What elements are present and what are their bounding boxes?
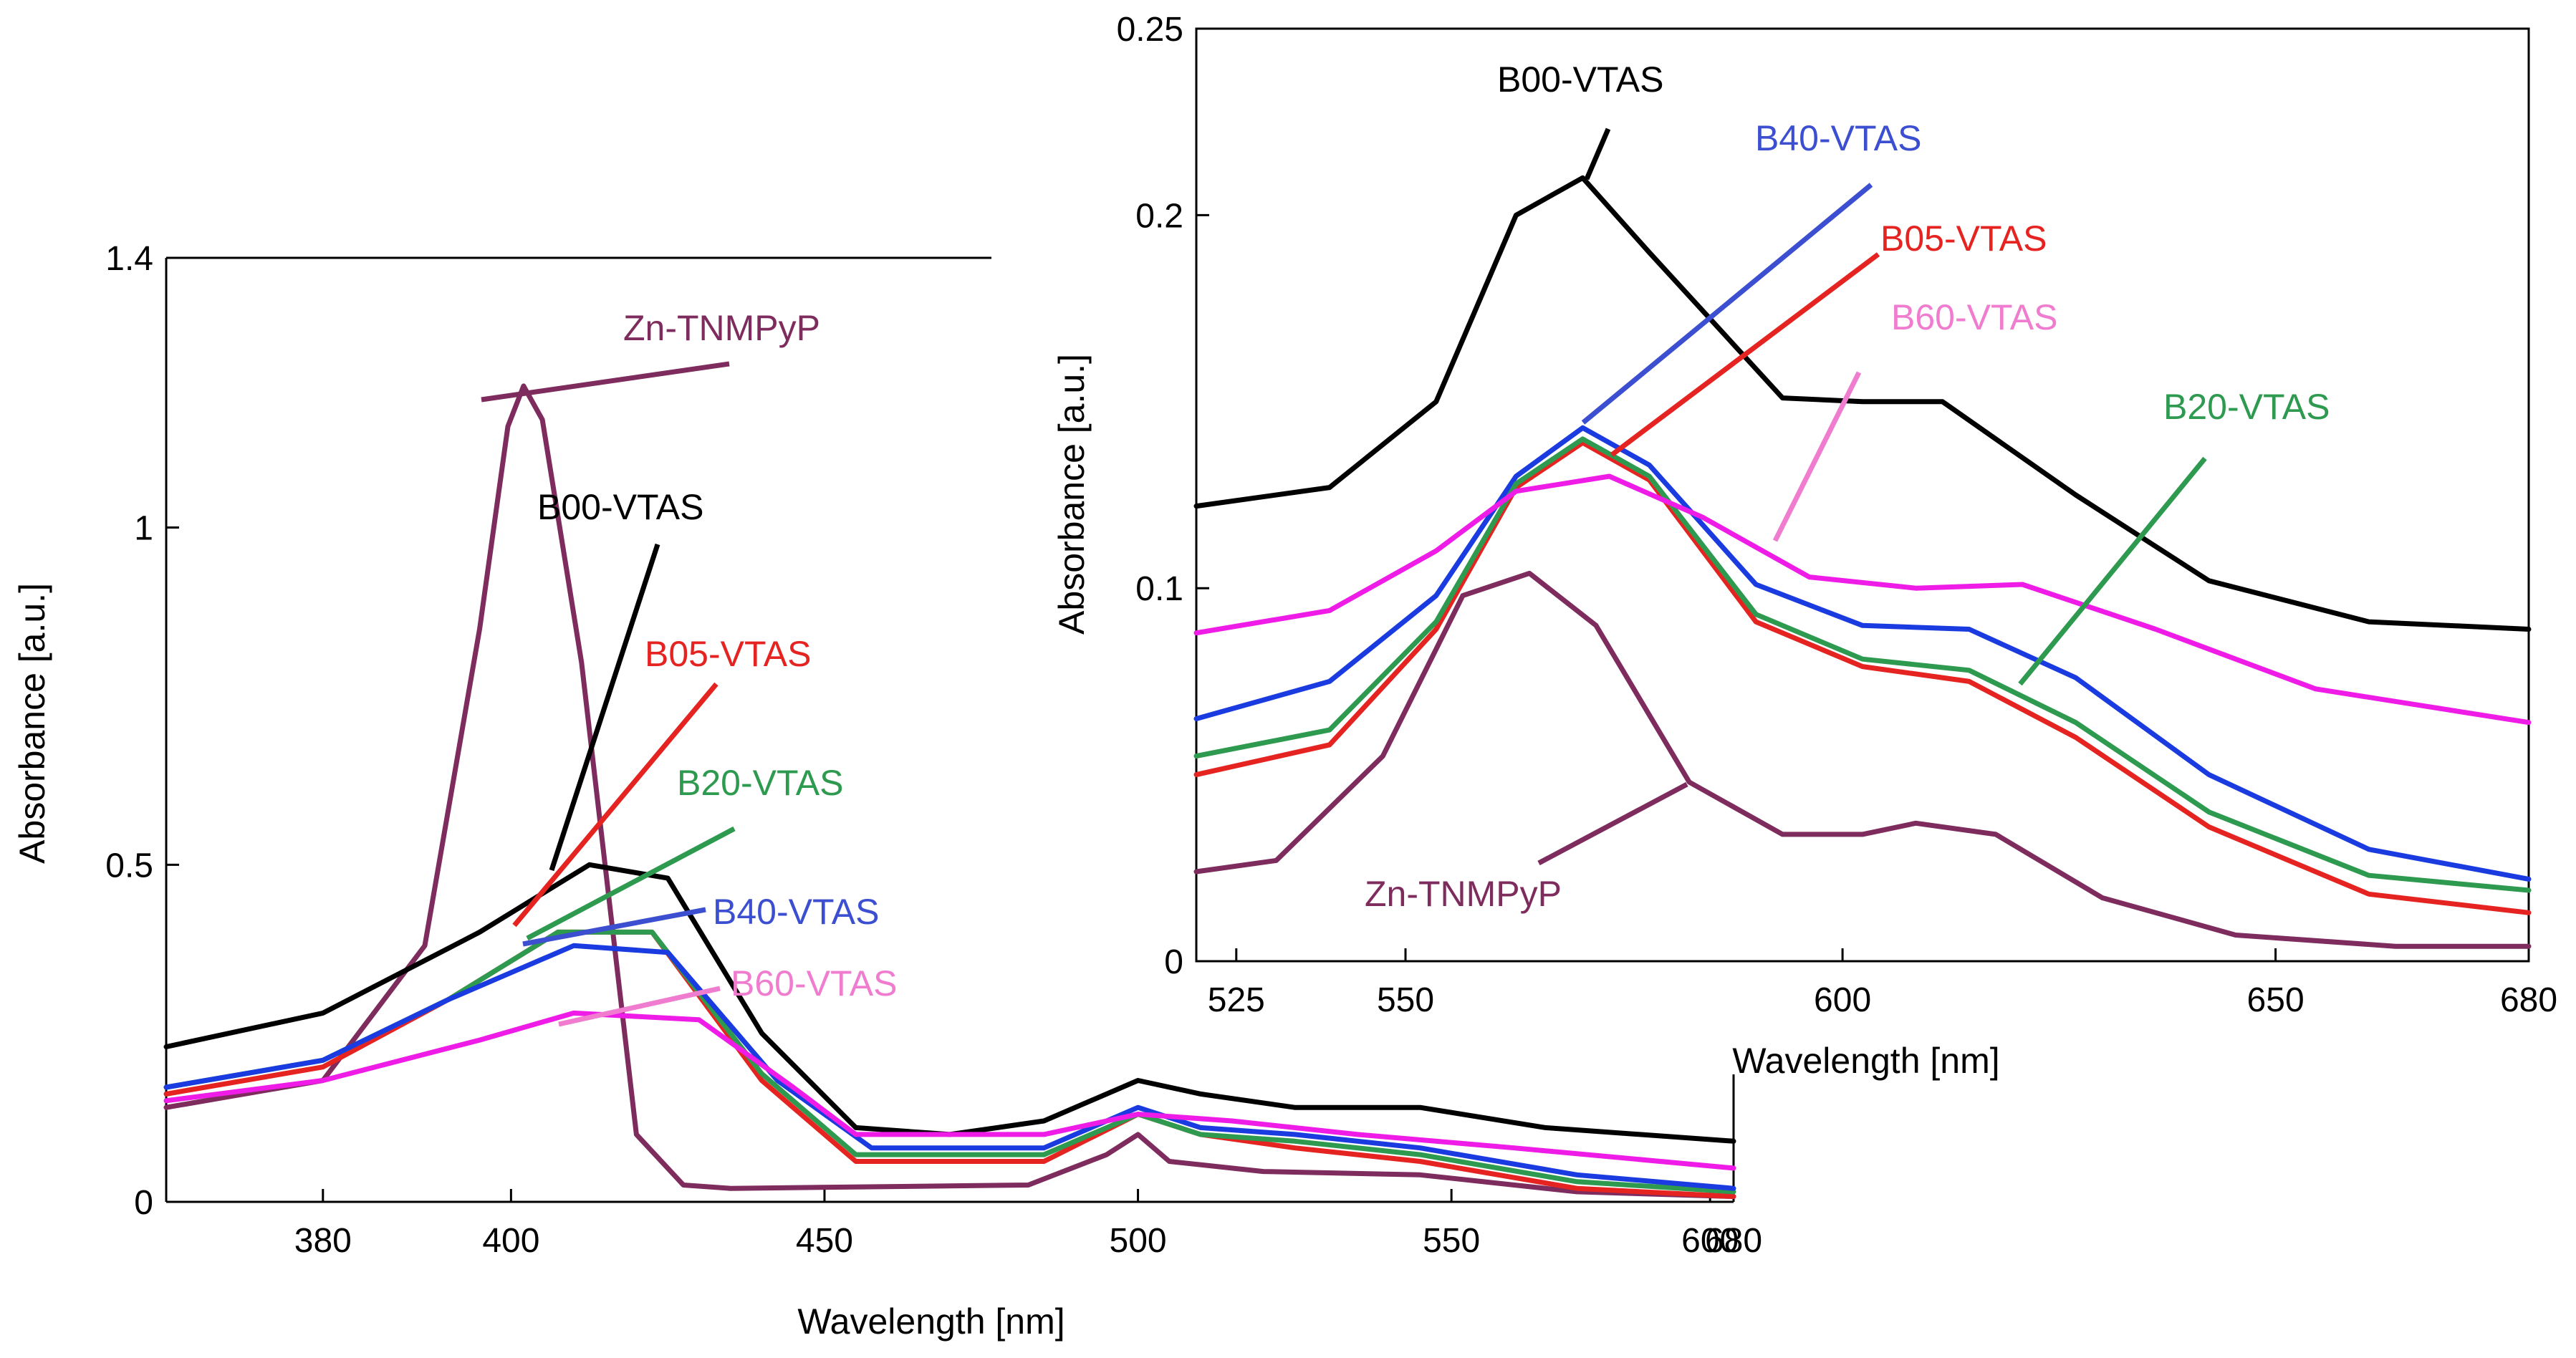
- inset-series-b00-vtas: [1193, 175, 2532, 632]
- main-y-tick-label: 0.5: [105, 847, 153, 885]
- main-callout-zn-tnmpyp: Zn-TNMPyP: [623, 308, 820, 348]
- main-series-b20-vtas: [163, 929, 1736, 1195]
- main-callout-line-b00-vtas: [549, 543, 660, 872]
- inset-series-b05-vtas: [1193, 440, 2532, 915]
- main-callout-b60-vtas: B60-VTAS: [731, 963, 898, 1003]
- inset-series-zn-tnmpyp: [1193, 570, 2532, 949]
- main-series-zn-tnmpyp: [163, 383, 1736, 1199]
- main-x-tick-label: 400: [482, 1222, 539, 1260]
- inset-x-tick-label: 600: [1814, 981, 1871, 1019]
- inset-absorbance-chart: 0 0.1 0.2 0.25 525 550 600 650 680 Wavelength [nm…: [1052, 11, 2557, 1081]
- main-series-b40-vtas: [163, 943, 1736, 1191]
- main-callout-b00-vtas: B00-VTAS: [537, 487, 704, 527]
- inset-x-tick-label: 550: [1377, 981, 1434, 1019]
- inset-callout-b20-vtas: B20-VTAS: [2163, 387, 2330, 427]
- inset-callout-b40-vtas: B40-VTAS: [1755, 118, 1922, 158]
- inset-x-tick-label: 680: [2500, 981, 2557, 1019]
- inset-callout-line-b05-vtas: [1610, 252, 1880, 457]
- inset-y-tick-label: 0: [1164, 943, 1183, 981]
- main-x-tick-label: 680: [1705, 1222, 1762, 1260]
- inset-y-tick-label: 0.2: [1135, 197, 1183, 235]
- inset-y-tick-label: 0.25: [1117, 11, 1183, 49]
- main-callout-b05-vtas: B05-VTAS: [645, 634, 812, 674]
- main-callout-b20-vtas: B20-VTAS: [677, 763, 844, 803]
- main-y-tick-label: 0: [134, 1184, 153, 1222]
- inset-callout-b00-vtas: B00-VTAS: [1497, 59, 1664, 100]
- main-x-axis-label: Wavelength [nm]: [797, 1301, 1064, 1342]
- main-x-tick-label: 600: [1681, 1222, 1739, 1260]
- inset-callout-line-b00-vtas: [1584, 127, 1611, 180]
- inset-callout-b05-vtas: B05-VTAS: [1880, 218, 2047, 259]
- main-y-tick-label: 1: [134, 510, 153, 548]
- main-x-tick-label: 450: [796, 1222, 853, 1260]
- main-x-tick-label: 500: [1110, 1222, 1167, 1260]
- inset-series-b60-vtas: [1193, 473, 2532, 726]
- inset-x-tick-label: 650: [2247, 981, 2305, 1019]
- inset-callout-line-b40-vtas: [1581, 183, 1873, 425]
- inset-callout-zn-tnmpyp: Zn-TNMPyP: [1365, 874, 1562, 914]
- main-series-b60-vtas: [163, 1010, 1736, 1171]
- main-callout-line-b60-vtas: [558, 986, 721, 1027]
- main-callout-b40-vtas: B40-VTAS: [713, 892, 880, 932]
- inset-x-axis-label: Wavelength [nm]: [1732, 1041, 1999, 1081]
- main-y-axis-label: Absorbance [a.u.]: [12, 583, 52, 864]
- inset-callout-b60-vtas: B60-VTAS: [1891, 297, 2058, 337]
- main-callout-line-zn-tnmpyp: [481, 361, 730, 403]
- inset-callout-line-zn-tnmpyp: [1537, 781, 1688, 866]
- main-y-tick-label: 1.4: [105, 240, 153, 278]
- inset-callout-line-b60-vtas: [1772, 371, 1862, 542]
- inset-plot-frame: [1195, 27, 2530, 963]
- inset-callout-line-b20-vtas: [2018, 456, 2207, 686]
- main-callout-line-b05-vtas: [512, 682, 719, 928]
- main-callout-line-b40-vtas: [522, 907, 706, 947]
- inset-series-b40-vtas: [1193, 425, 2532, 882]
- inset-y-tick-label: 0.1: [1135, 570, 1183, 608]
- inset-x-tick-label: 525: [1208, 981, 1265, 1019]
- inset-y-axis-label: Absorbance [a.u.]: [1052, 354, 1092, 635]
- inset-series-b20-vtas: [1193, 436, 2532, 893]
- main-x-tick-label: 550: [1423, 1222, 1480, 1260]
- main-x-tick-label: 380: [294, 1222, 352, 1260]
- main-callout-line-b20-vtas: [526, 826, 736, 941]
